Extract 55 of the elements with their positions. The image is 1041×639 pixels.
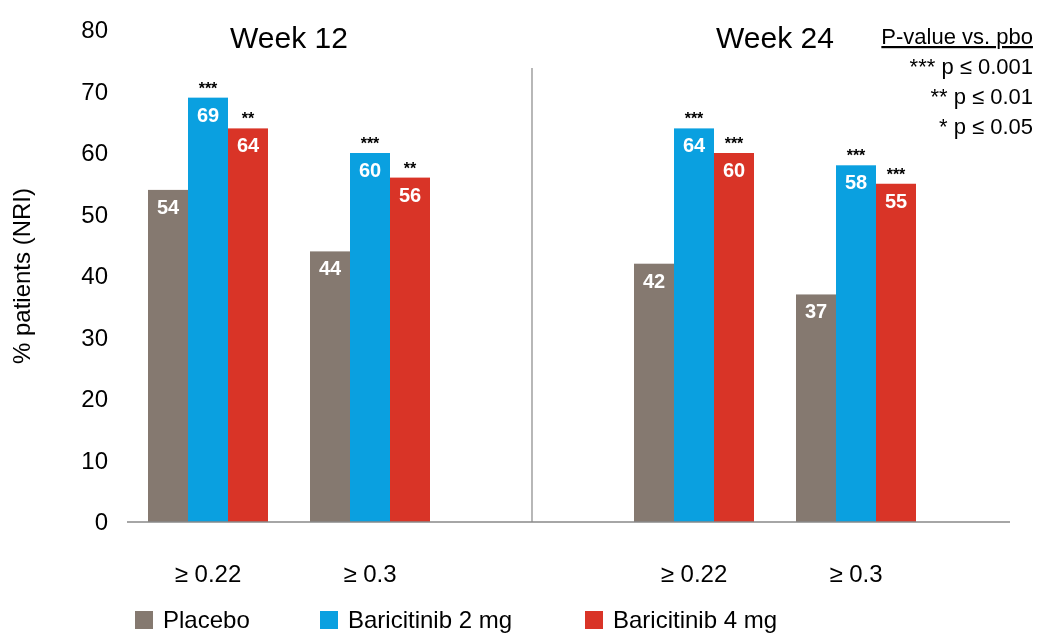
bar	[796, 294, 836, 522]
annotation: ***	[360, 135, 381, 152]
bar	[148, 189, 188, 522]
annotation: ***	[846, 147, 867, 165]
y-tick-label: 0	[94, 508, 108, 536]
data-label: 60	[358, 159, 382, 181]
data-label: 60	[722, 159, 746, 181]
y-tick-label: 50	[81, 200, 108, 228]
y-tick-label: 10	[81, 446, 108, 474]
y-axis-title: % patients (NRI)	[8, 187, 35, 365]
legend-label: Placebo	[163, 606, 250, 633]
bar	[836, 165, 876, 522]
y-tick-label: 60	[81, 139, 108, 167]
annotation: ***	[886, 165, 907, 183]
x-tick-label: ≥ 0.3	[829, 560, 883, 587]
data-label: 44	[318, 257, 342, 280]
annotation: Week 24	[716, 21, 834, 54]
data-label: 54	[156, 195, 180, 218]
bar	[714, 153, 754, 522]
y-tick-label: 40	[81, 262, 108, 290]
bar	[228, 128, 268, 522]
y-tick-label: 70	[81, 77, 108, 105]
data-label: 64	[236, 134, 260, 157]
annotation: * p ≤ 0.05	[938, 114, 1033, 139]
x-tick-label: ≥ 0.22	[174, 560, 242, 587]
x-tick-label: ≥ 0.22	[660, 560, 728, 587]
annotation: Week 12	[230, 21, 348, 54]
y-tick-label: 20	[81, 385, 108, 413]
y-tick-label: 80	[81, 16, 108, 44]
bar	[390, 177, 430, 522]
annotation: ***	[684, 110, 705, 128]
legend-label: Baricitinib 2 mg	[348, 606, 513, 633]
data-label: 37	[804, 300, 828, 323]
annotation: **	[241, 110, 255, 128]
bar	[310, 251, 350, 522]
annotation: P-value vs. pbo	[881, 24, 1033, 49]
bar	[876, 183, 916, 522]
bar	[634, 263, 674, 522]
data-label: 69	[196, 103, 220, 126]
bar	[350, 153, 390, 522]
legend-label: Baricitinib 4 mg	[613, 606, 778, 633]
x-tick-label: ≥ 0.3	[343, 560, 397, 587]
annotation: **	[403, 159, 417, 177]
y-tick-label: 30	[81, 323, 108, 351]
data-label: 58	[844, 171, 868, 194]
bar	[188, 97, 228, 522]
annotation: ***	[198, 79, 219, 97]
annotation: ***	[724, 135, 745, 152]
data-label: 56	[398, 183, 422, 206]
data-label: 55	[884, 189, 908, 212]
annotation: *** p ≤ 0.001	[909, 54, 1033, 79]
data-label: 64	[682, 134, 706, 157]
data-label: 42	[642, 269, 666, 292]
annotation: ** p ≤ 0.01	[930, 84, 1033, 109]
bar	[674, 128, 714, 522]
